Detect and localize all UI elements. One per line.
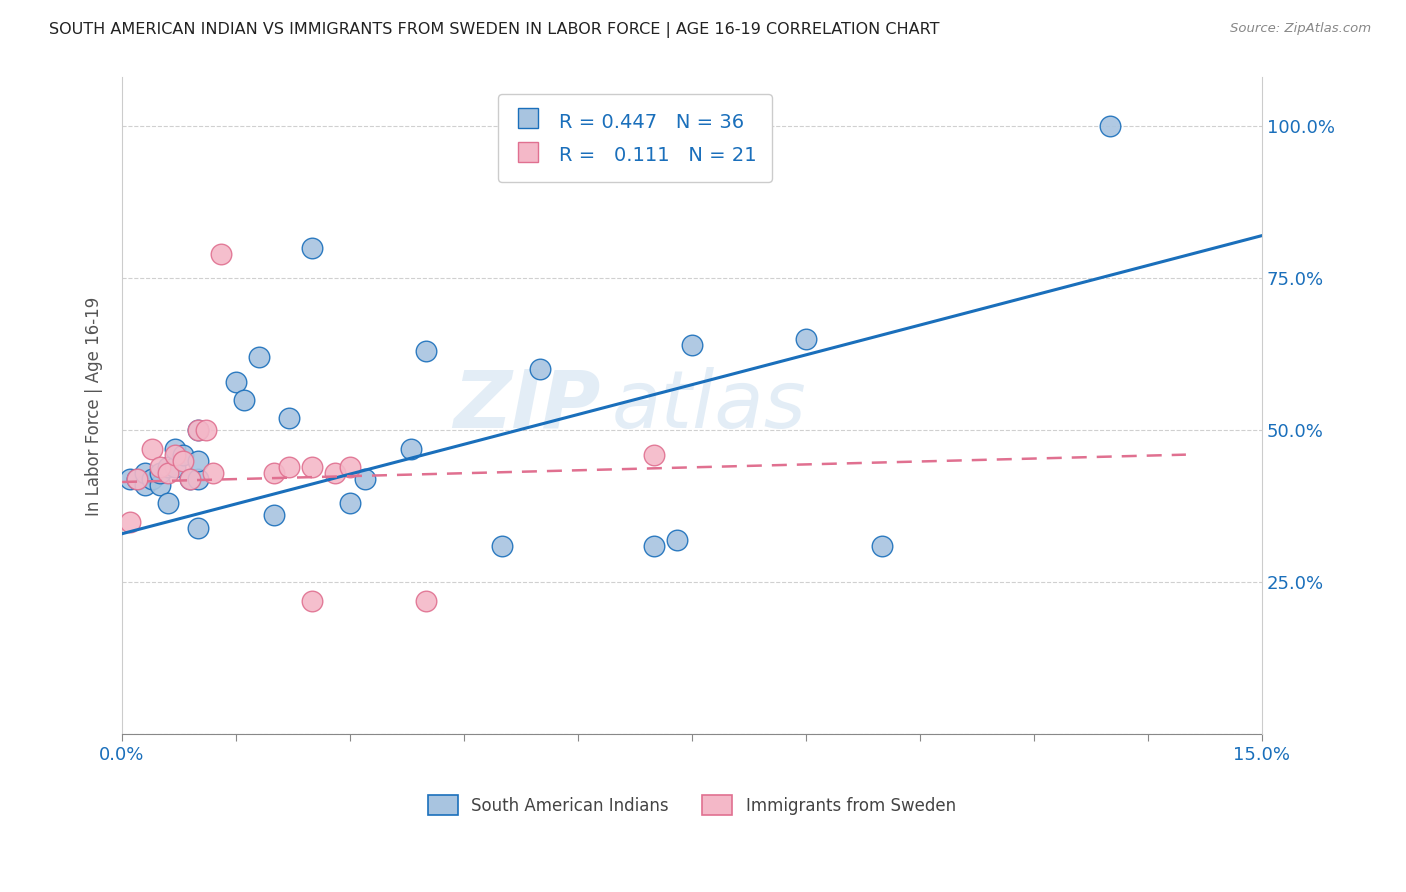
Point [194,423,217,437]
Point [127,472,149,486]
Point [301,593,323,607]
Point [165,459,187,474]
Point [225,375,247,389]
Y-axis label: In Labor Force | Age 16-19: In Labor Force | Age 16-19 [86,296,103,516]
Point [156,466,179,480]
Point [127,472,149,486]
Point [141,442,163,456]
Point [156,459,179,474]
Point [187,423,209,437]
Point [172,453,194,467]
Point [149,466,172,480]
Point [172,448,194,462]
Point [529,362,551,376]
Point [354,472,377,486]
Point [202,466,225,480]
Point [643,448,665,462]
Text: ZIP: ZIP [453,367,600,445]
Point [263,466,285,480]
Point [278,411,301,425]
Point [187,472,209,486]
Text: atlas: atlas [612,367,807,445]
Point [301,241,323,255]
Point [870,539,893,553]
Legend: South American Indians, Immigrants from Sweden: South American Indians, Immigrants from … [422,789,963,822]
Point [187,423,209,437]
Point [339,459,361,474]
Point [118,515,141,529]
Point [232,392,254,407]
Point [399,442,422,456]
Point [134,466,156,480]
Point [247,351,270,365]
Point [165,442,187,456]
Point [179,472,201,486]
Point [141,472,163,486]
Point [665,533,688,547]
Point [165,448,187,462]
Point [187,521,209,535]
Point [149,478,172,492]
Point [491,539,513,553]
Point [263,508,285,523]
Point [134,478,156,492]
Point [301,459,323,474]
Point [323,466,346,480]
Point [643,539,665,553]
Point [681,338,703,352]
Point [149,459,172,474]
Point [187,453,209,467]
Point [1098,119,1121,133]
Point [179,472,201,486]
Point [156,496,179,510]
Point [794,332,817,346]
Point [415,344,437,359]
Text: SOUTH AMERICAN INDIAN VS IMMIGRANTS FROM SWEDEN IN LABOR FORCE | AGE 16-19 CORRE: SOUTH AMERICAN INDIAN VS IMMIGRANTS FROM… [49,22,939,38]
Point [415,593,437,607]
Point [209,247,232,261]
Point [118,472,141,486]
Point [339,496,361,510]
Point [278,459,301,474]
Text: Source: ZipAtlas.com: Source: ZipAtlas.com [1230,22,1371,36]
